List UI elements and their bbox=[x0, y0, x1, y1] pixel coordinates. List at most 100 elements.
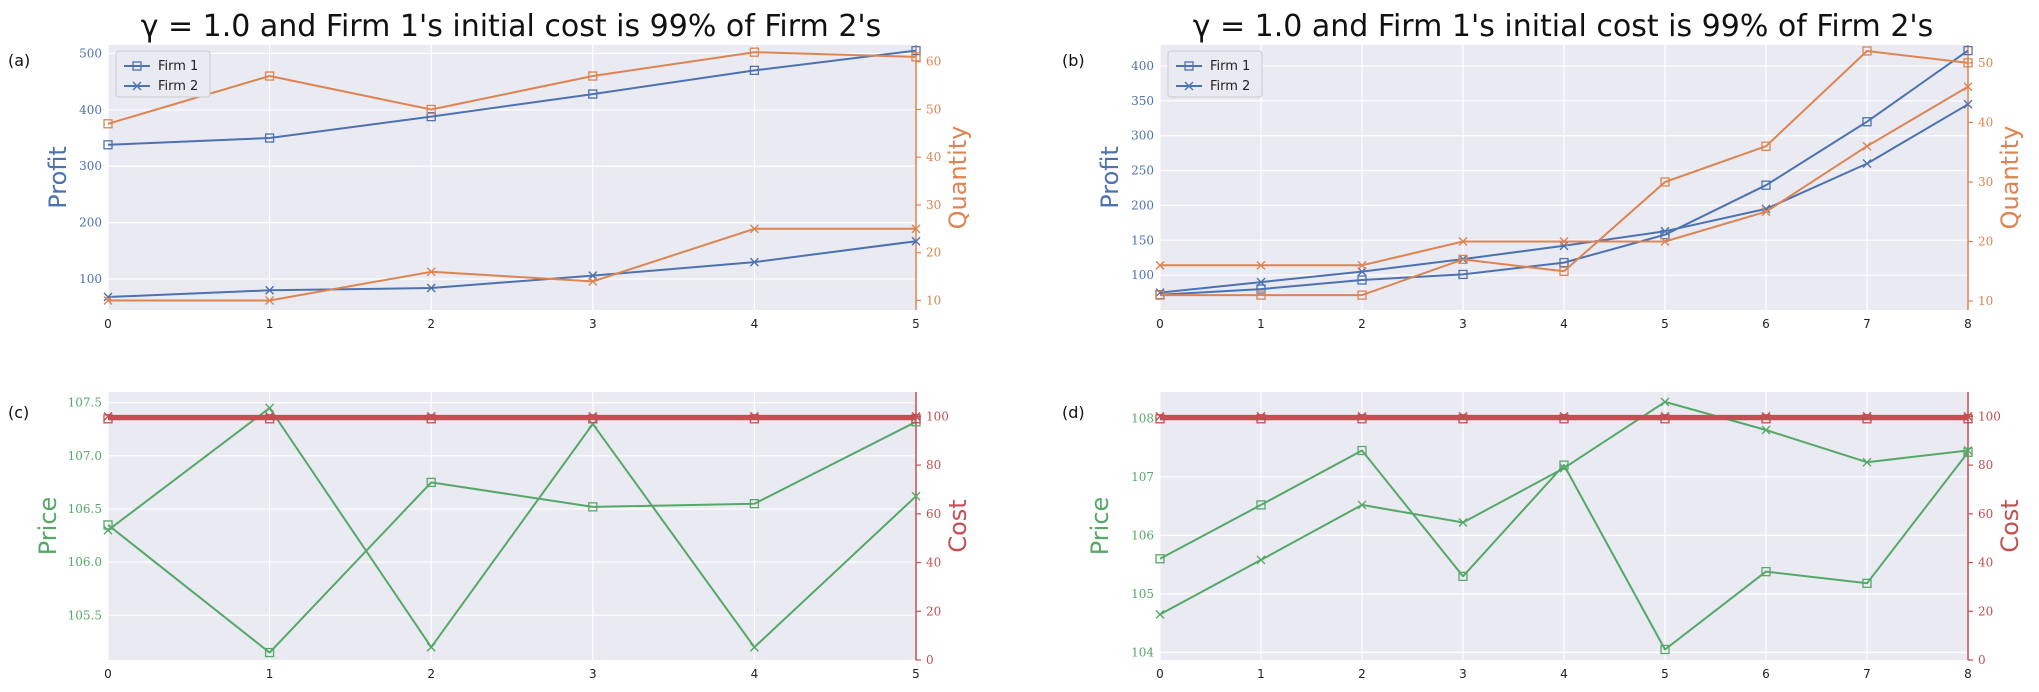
y2-tick-label: 40 bbox=[1978, 556, 1993, 570]
y2-tick-label: 30 bbox=[1978, 175, 1993, 189]
y2-tick-label: 80 bbox=[926, 458, 941, 472]
panel-b-label: (b) bbox=[1062, 51, 1085, 70]
series-0 bbox=[103, 417, 921, 658]
x-marker bbox=[265, 285, 275, 295]
legend-x-marker bbox=[1184, 81, 1194, 91]
x-marker bbox=[265, 295, 275, 305]
y-axis-label: Profit bbox=[44, 146, 72, 209]
y2-tick-label: 0 bbox=[1978, 653, 1986, 667]
x-tick-label: 8 bbox=[1964, 317, 1972, 331]
x-tick-label: 3 bbox=[589, 667, 597, 681]
panel-a: γ = 1.0 and Firm 1's initial cost is 99%… bbox=[8, 9, 972, 331]
square-marker bbox=[1862, 46, 1872, 56]
x-marker bbox=[1963, 99, 1973, 109]
panel-d: (d) 0 1 2 3 4 5 6 7 8 104 105 106 107 108 0 20 40 60 80 100… bbox=[1062, 392, 2024, 681]
y-tick-label: 107.5 bbox=[68, 396, 102, 410]
y-axis-label: Price bbox=[34, 497, 62, 556]
square-marker bbox=[1256, 414, 1266, 424]
square-marker bbox=[1256, 500, 1266, 510]
y-tick-label: 400 bbox=[1131, 59, 1154, 73]
y2-tick-label: 10 bbox=[1978, 294, 1993, 308]
square-marker bbox=[1963, 414, 1973, 424]
series-3 bbox=[103, 224, 921, 305]
x-marker bbox=[426, 411, 436, 421]
x-marker bbox=[1862, 159, 1872, 169]
x-marker bbox=[426, 642, 436, 652]
x-tick-label: 1 bbox=[266, 317, 274, 331]
y-axis-label: Profit bbox=[1096, 146, 1124, 209]
series-0 bbox=[103, 45, 921, 150]
y2-axis-label: Cost bbox=[944, 499, 972, 552]
x-marker bbox=[911, 411, 921, 421]
y2-tick-label: 20 bbox=[926, 246, 941, 260]
y-tick-label: 100 bbox=[79, 272, 102, 286]
x-marker bbox=[1357, 260, 1367, 270]
x-marker bbox=[1256, 260, 1266, 270]
x-tick-label: 0 bbox=[1156, 317, 1164, 331]
square-marker bbox=[1256, 290, 1266, 300]
square-marker bbox=[264, 414, 275, 424]
panel-a-plot: 0 1 2 3 4 5 100 200 300 400 500 10 20 30 40 50 60 Profit Q… bbox=[44, 45, 972, 331]
square-marker bbox=[1761, 414, 1771, 424]
x-marker bbox=[749, 411, 759, 421]
y-tick-label: 250 bbox=[1131, 164, 1154, 178]
y2-tick-label: 100 bbox=[1978, 409, 2001, 423]
y-axis-label: Price bbox=[1086, 497, 1114, 556]
panel-c: (c) 0 1 2 3 4 5 105.5 106.0 106.5 107.0 107.5 0 20 40… bbox=[8, 392, 972, 681]
legend-square-marker bbox=[1184, 61, 1194, 71]
y-tick-label: 350 bbox=[1131, 94, 1154, 108]
series-line bbox=[107, 51, 917, 125]
x-tick-label: 2 bbox=[427, 317, 435, 331]
x-marker bbox=[911, 224, 921, 234]
series-1 bbox=[103, 403, 921, 652]
square-marker bbox=[1660, 177, 1670, 187]
x-marker bbox=[749, 257, 759, 267]
y2-tick-label: 60 bbox=[1978, 507, 1993, 521]
x-tick-label: 1 bbox=[1257, 317, 1265, 331]
square-marker bbox=[426, 477, 436, 488]
x-tick-label: 6 bbox=[1762, 317, 1770, 331]
panel-c-plot: 0 1 2 3 4 5 105.5 106.0 106.5 107.0 107.5 0 20 40 60 80… bbox=[34, 392, 972, 681]
x-marker bbox=[911, 236, 921, 246]
square-marker bbox=[1357, 414, 1367, 424]
y2-tick-label: 60 bbox=[926, 55, 941, 69]
square-marker bbox=[1761, 141, 1771, 151]
x-marker bbox=[1155, 260, 1165, 270]
x-tick-label: 4 bbox=[1560, 317, 1568, 331]
x-tick-label: 5 bbox=[1661, 667, 1669, 681]
y-tick-label: 300 bbox=[79, 159, 102, 173]
x-marker bbox=[749, 642, 759, 652]
square-marker bbox=[1761, 566, 1771, 577]
x-marker bbox=[1963, 82, 1973, 92]
x-marker bbox=[426, 283, 436, 293]
y-tick-label: 106.5 bbox=[68, 502, 102, 516]
x-marker bbox=[1660, 237, 1670, 247]
square-marker bbox=[749, 47, 760, 57]
x-tick-label: 3 bbox=[589, 317, 597, 331]
x-tick-label: 7 bbox=[1863, 667, 1871, 681]
square-marker bbox=[103, 414, 113, 424]
y2-tick-label: 0 bbox=[926, 653, 934, 667]
y-tick-label: 100 bbox=[1131, 268, 1154, 282]
x-tick-label: 4 bbox=[1560, 667, 1568, 681]
square-marker bbox=[588, 414, 598, 424]
series-line bbox=[107, 240, 917, 298]
square-marker bbox=[1458, 414, 1468, 424]
series-3 bbox=[103, 411, 921, 421]
square-marker bbox=[1761, 180, 1771, 190]
square-marker bbox=[1559, 257, 1569, 268]
legend: Firm 1 Firm 2 bbox=[115, 50, 211, 98]
y2-tick-label: 40 bbox=[926, 556, 941, 570]
y-tick-label: 500 bbox=[79, 46, 102, 60]
x-tick-label: 3 bbox=[1459, 667, 1467, 681]
y-tick-label: 106 bbox=[1131, 528, 1154, 542]
y2-axis-label: Quantity bbox=[944, 126, 972, 230]
x-marker bbox=[103, 411, 113, 421]
series-line bbox=[107, 49, 917, 146]
square-marker bbox=[911, 52, 921, 62]
x-tick-label: 5 bbox=[912, 317, 920, 331]
x-tick-label: 0 bbox=[1156, 667, 1164, 681]
plot-background bbox=[108, 45, 916, 310]
square-marker bbox=[749, 499, 760, 509]
x-marker bbox=[1862, 141, 1872, 151]
